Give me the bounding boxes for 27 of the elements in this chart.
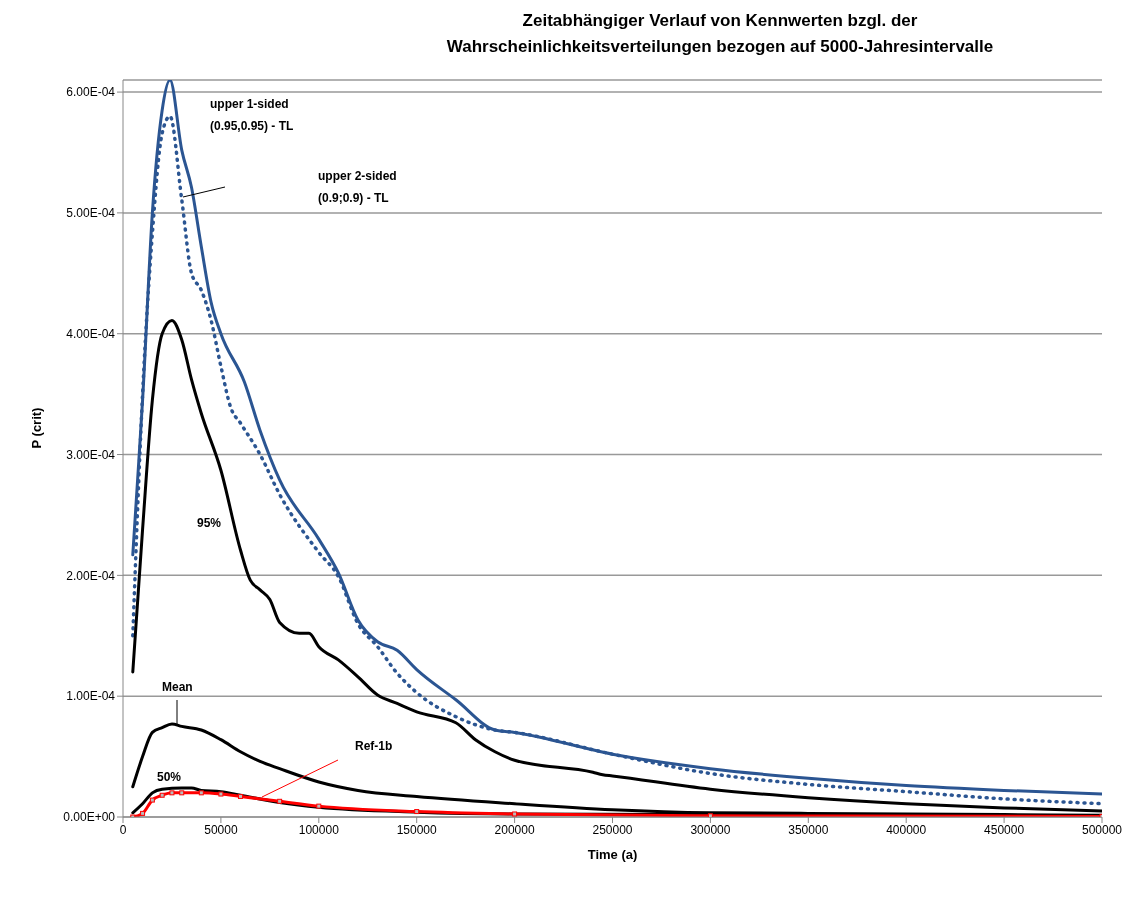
x-tick-label: 50000 — [204, 822, 238, 837]
y-tick-label: 3.00E-04 — [66, 447, 116, 462]
x-tick-label: 0 — [119, 822, 127, 837]
x-tick-label: 400000 — [886, 822, 927, 837]
x-tick-label: 500000 — [1081, 822, 1123, 837]
annotation: 50% — [157, 770, 182, 784]
y-axis-title: P (crit) — [28, 407, 44, 449]
x-tick-label: 300000 — [690, 822, 731, 837]
y-tick-label: 0.00E+00 — [63, 810, 116, 825]
x-tick-label: 200000 — [494, 822, 535, 837]
chart-title: Zeitabhängiger Verlauf von Kennwerten bzgl. der Wahrscheinlichkeitsverteilungen bezogen auf 5000-Jahresintervalle — [445, 10, 995, 58]
annotation: Ref-1b — [355, 739, 393, 753]
y-tick-label: 1.00E-04 — [66, 689, 116, 704]
x-tick-label: 150000 — [396, 822, 438, 837]
x-axis-title: Time (a) — [587, 847, 638, 862]
x-tick-label: 250000 — [592, 822, 633, 837]
x-tick-label: 100000 — [298, 822, 340, 837]
y-tick-label: 6.00E-04 — [66, 85, 116, 100]
y-tick-label: 5.00E-04 — [66, 206, 116, 221]
x-tick-label: 450000 — [984, 822, 1025, 837]
y-tick-label: 2.00E-04 — [66, 568, 116, 583]
y-tick-label: 4.00E-04 — [66, 326, 116, 341]
annotation: upper 1-sided (0.95,0.95) - TL — [210, 97, 294, 133]
x-tick-label: 350000 — [788, 822, 829, 837]
annotation: 95% — [197, 516, 222, 530]
annotation: Mean — [162, 680, 193, 694]
annotation: upper 2-sided (0.9;0.9) - TL — [318, 169, 397, 205]
